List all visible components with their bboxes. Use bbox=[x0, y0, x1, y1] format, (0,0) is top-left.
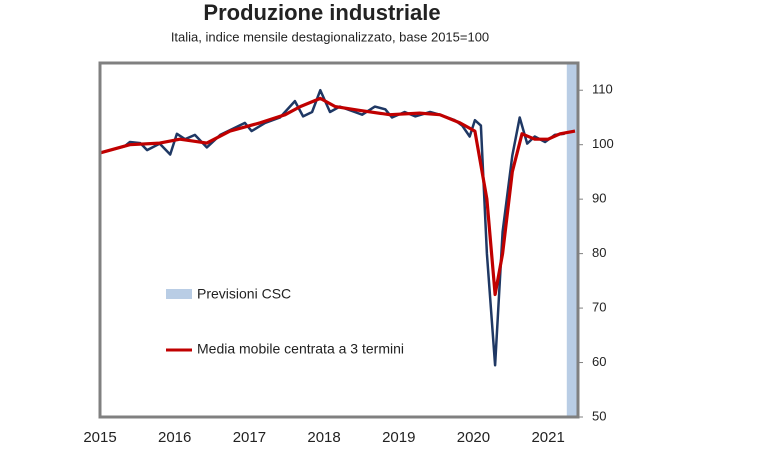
x-tick-label: 2019 bbox=[382, 429, 415, 446]
x-tick-label: 2021 bbox=[531, 429, 564, 446]
forecast-band bbox=[566, 63, 578, 417]
x-tick-label: 2020 bbox=[457, 429, 490, 446]
y-tick-label: 50 bbox=[592, 408, 606, 423]
legend-label: Previsioni CSC bbox=[197, 286, 291, 302]
y-tick-label: 80 bbox=[592, 245, 606, 260]
x-tick-label: 2017 bbox=[233, 429, 266, 446]
y-tick-label: 60 bbox=[592, 354, 606, 369]
x-tick-label: 2016 bbox=[158, 429, 191, 446]
y-tick-label: 70 bbox=[592, 300, 606, 315]
legend: Previsioni CSC Media mobile centrata a 3… bbox=[166, 286, 404, 357]
legend-label: Media mobile centrata a 3 termini bbox=[197, 341, 404, 357]
chart-subtitle: Italia, indice mensile destagionalizzato… bbox=[171, 29, 489, 44]
x-tick-label: 2015 bbox=[83, 429, 116, 446]
y-tick-label: 90 bbox=[592, 191, 606, 206]
moving-average-line bbox=[99, 96, 576, 297]
y-tick-label: 110 bbox=[592, 82, 613, 97]
legend-swatch bbox=[166, 289, 192, 299]
chart-title: Produzione industriale bbox=[203, 0, 440, 25]
x-tick-label: 2018 bbox=[307, 429, 340, 446]
plot-frame bbox=[98, 61, 580, 419]
y-tick-label: 100 bbox=[592, 136, 614, 151]
index-line bbox=[99, 88, 565, 367]
